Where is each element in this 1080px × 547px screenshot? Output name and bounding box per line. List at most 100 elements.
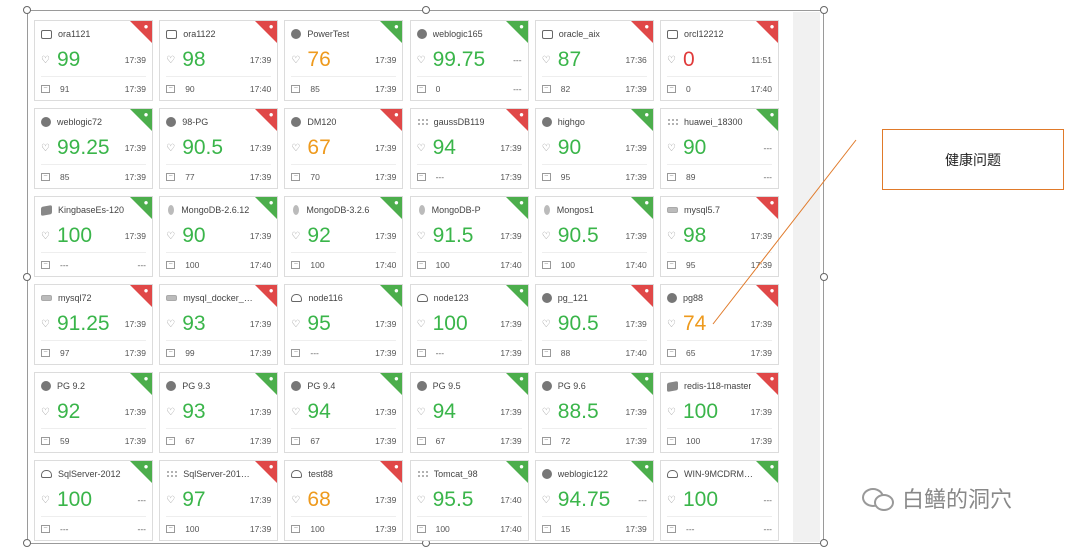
monitor-card[interactable]: ● huawei_18300 ♡ 90 --- ~89 --- (660, 108, 779, 189)
status-corner-badge (130, 373, 152, 395)
metric-row: ~ --- --- (41, 258, 146, 272)
monitor-card[interactable]: ● PG 9.2 ♡ 92 17:39 ~59 17:39 (34, 372, 153, 453)
monitor-card[interactable]: ● pg88 ♡ 74 17:39 ~65 17:39 (660, 284, 779, 365)
metric-row: ~88 17:40 (541, 346, 647, 360)
monitor-card[interactable]: ● orcl12212 ♡ 0 11:51 ~0 17:40 (660, 20, 779, 101)
status-corner-badge (505, 21, 528, 43)
bell-icon[interactable]: ● (143, 462, 149, 471)
monitor-card[interactable]: ● oracle_aix ♡ 87 17:36 ~82 17:39 (534, 20, 654, 101)
monitor-card[interactable]: ● MongoDB-3.2.6 ♡ 92 17:39 ~100 17:40 (284, 196, 404, 277)
heart-icon: ♡ (166, 406, 176, 418)
bell-icon[interactable]: ● (143, 110, 149, 119)
status-corner-badge (630, 285, 653, 307)
bell-icon[interactable]: ● (268, 22, 274, 31)
status-corner-badge (505, 109, 528, 131)
monitor-card[interactable]: ● PG 9.3 ♡ 93 17:39 ~67 17:39 (159, 372, 279, 453)
bell-icon[interactable]: ● (268, 110, 274, 119)
metric-row: ~59 17:39 (41, 434, 146, 448)
health-score-row: ♡ 90.5 17:39 (166, 135, 271, 161)
monitor-card[interactable]: ● ora1121 ♡ 99 17:39 ~91 17:39 (34, 20, 153, 101)
bell-icon[interactable]: ● (644, 110, 650, 119)
monitor-card[interactable]: ● DM120 ♡ 67 17:39 ~70 17:39 (284, 108, 404, 189)
monitor-card[interactable]: ● weblogic165 ♡ 99.75 --- ~0 --- (409, 20, 529, 101)
bell-icon[interactable]: ● (143, 22, 149, 31)
bell-icon[interactable]: ● (769, 22, 775, 31)
monitor-card[interactable]: ● MongoDB-P ♡ 91.5 17:39 ~100 17:40 (409, 196, 529, 277)
monitor-card[interactable]: ● mysql5.7 ♡ 98 17:39 ~95 17:39 (660, 196, 779, 277)
bell-icon[interactable]: ● (519, 110, 525, 119)
monitor-card[interactable]: ● weblogic122 ♡ 94.75 --- ~15 17:39 (534, 460, 654, 541)
bell-icon[interactable]: ● (268, 286, 274, 295)
monitor-card[interactable]: ● KingbaseEs-120 ♡ 100 17:39 ~ --- --- (34, 196, 153, 277)
monitor-card[interactable]: ● weblogic72 ♡ 99.25 17:39 ~85 17:39 (34, 108, 153, 189)
monitor-card[interactable]: ● test88 ♡ 68 17:39 ~100 17:39 (284, 460, 404, 541)
health-score-row: ♡ 100 17:39 (667, 399, 772, 425)
monitor-card[interactable]: ● PG 9.6 ♡ 88.5 17:39 ~72 17:39 (534, 372, 654, 453)
resize-handle-top-right[interactable] (820, 6, 828, 14)
monitor-card[interactable]: ● mysql72 ♡ 91.25 17:39 ~97 17:39 (34, 284, 153, 365)
health-score: 100 (683, 488, 719, 511)
bell-icon[interactable]: ● (644, 462, 650, 471)
bell-icon[interactable]: ● (769, 110, 775, 119)
bell-icon[interactable]: ● (393, 22, 399, 31)
bell-icon[interactable]: ● (143, 286, 149, 295)
bell-icon[interactable]: ● (519, 286, 525, 295)
monitor-card[interactable]: ● PG 9.5 ♡ 94 17:39 ~67 17:39 (409, 372, 529, 453)
bell-icon[interactable]: ● (519, 198, 525, 207)
monitor-card[interactable]: ● ora1122 ♡ 98 17:39 ~90 17:40 (159, 20, 279, 101)
monitor-card[interactable]: ● MongoDB-2.6.12 ♡ 90 17:39 ~100 17:40 (159, 196, 279, 277)
divider (166, 428, 272, 429)
bell-icon[interactable]: ● (393, 110, 399, 119)
bell-icon[interactable]: ● (393, 286, 399, 295)
monitor-card[interactable]: ● node116 ♡ 95 17:39 ~ --- 17:39 (284, 284, 404, 365)
health-score-row: ♡ 98 17:39 (166, 47, 271, 73)
bell-icon[interactable]: ● (393, 462, 399, 471)
bell-icon[interactable]: ● (769, 286, 775, 295)
monitor-card[interactable]: ● SqlServer-2012-... ♡ 97 17:39 ~100 17:39 (159, 460, 279, 541)
monitor-card[interactable]: ● PG 9.4 ♡ 94 17:39 ~67 17:39 (284, 372, 404, 453)
score-time: 17:39 (375, 319, 397, 329)
resize-handle-top-left[interactable] (23, 6, 31, 14)
scrollbar[interactable] (793, 12, 820, 542)
monitor-card[interactable]: ● node123 ♡ 100 17:39 ~ --- 17:39 (409, 284, 529, 365)
bell-icon[interactable]: ● (519, 462, 525, 471)
metric-row: ~70 17:39 (291, 170, 396, 184)
bell-icon[interactable]: ● (143, 198, 149, 207)
monitor-card[interactable]: ● Mongos1 ♡ 90.5 17:39 ~100 17:40 (534, 196, 654, 277)
metric-time: 17:40 (249, 84, 272, 94)
resize-handle-middle-right[interactable] (820, 273, 828, 281)
monitor-card[interactable]: ● highgo ♡ 90 17:39 ~95 17:39 (534, 108, 654, 189)
bell-icon[interactable]: ● (769, 462, 775, 471)
bell-icon[interactable]: ● (644, 22, 650, 31)
bell-icon[interactable]: ● (769, 374, 775, 383)
bell-icon[interactable]: ● (393, 198, 399, 207)
bell-icon[interactable]: ● (644, 286, 650, 295)
monitor-card[interactable]: ● PowerTest ♡ 76 17:39 ~85 17:39 (284, 20, 404, 101)
bell-icon[interactable]: ● (268, 374, 274, 383)
status-corner-badge (505, 285, 528, 307)
monitor-card[interactable]: ● redis-118-master ♡ 100 17:39 ~100 17:39 (660, 372, 779, 453)
bell-icon[interactable]: ● (644, 374, 650, 383)
monitor-card[interactable]: ● gaussDB119 ♡ 94 17:39 ~ --- 17:39 (409, 108, 529, 189)
bell-icon[interactable]: ● (268, 198, 274, 207)
monitor-card[interactable]: ● Tomcat_98 ♡ 95.5 17:40 ~100 17:40 (409, 460, 529, 541)
monitor-card[interactable]: ● SqlServer-2012 ♡ 100 --- ~ --- --- (34, 460, 153, 541)
resize-handle-middle-left[interactable] (23, 273, 31, 281)
monitor-card[interactable]: ● pg_121 ♡ 90.5 17:39 ~88 17:40 (534, 284, 654, 365)
resize-handle-top-center[interactable] (422, 6, 430, 14)
status-corner-badge (255, 21, 278, 43)
bell-icon[interactable]: ● (268, 462, 274, 471)
bell-icon[interactable]: ● (519, 374, 525, 383)
bell-icon[interactable]: ● (519, 22, 525, 31)
bell-icon[interactable]: ● (393, 374, 399, 383)
monitor-card[interactable]: ● mysql_docker_118 ♡ 93 17:39 ~99 17:39 (159, 284, 279, 365)
bell-icon[interactable]: ● (644, 198, 650, 207)
card-header: Mongos1 (542, 204, 629, 216)
health-score-row: ♡ 91.25 17:39 (41, 311, 146, 337)
bell-icon[interactable]: ● (769, 198, 775, 207)
monitor-card[interactable]: ● 98-PG ♡ 90.5 17:39 ~77 17:39 (159, 108, 279, 189)
monitor-card[interactable]: ● WIN-9MCDRMJ... ♡ 100 --- ~ --- --- (660, 460, 779, 541)
metric-value: 99 (185, 348, 195, 358)
bell-icon[interactable]: ● (143, 374, 149, 383)
activity-icon: ~ (291, 349, 301, 357)
